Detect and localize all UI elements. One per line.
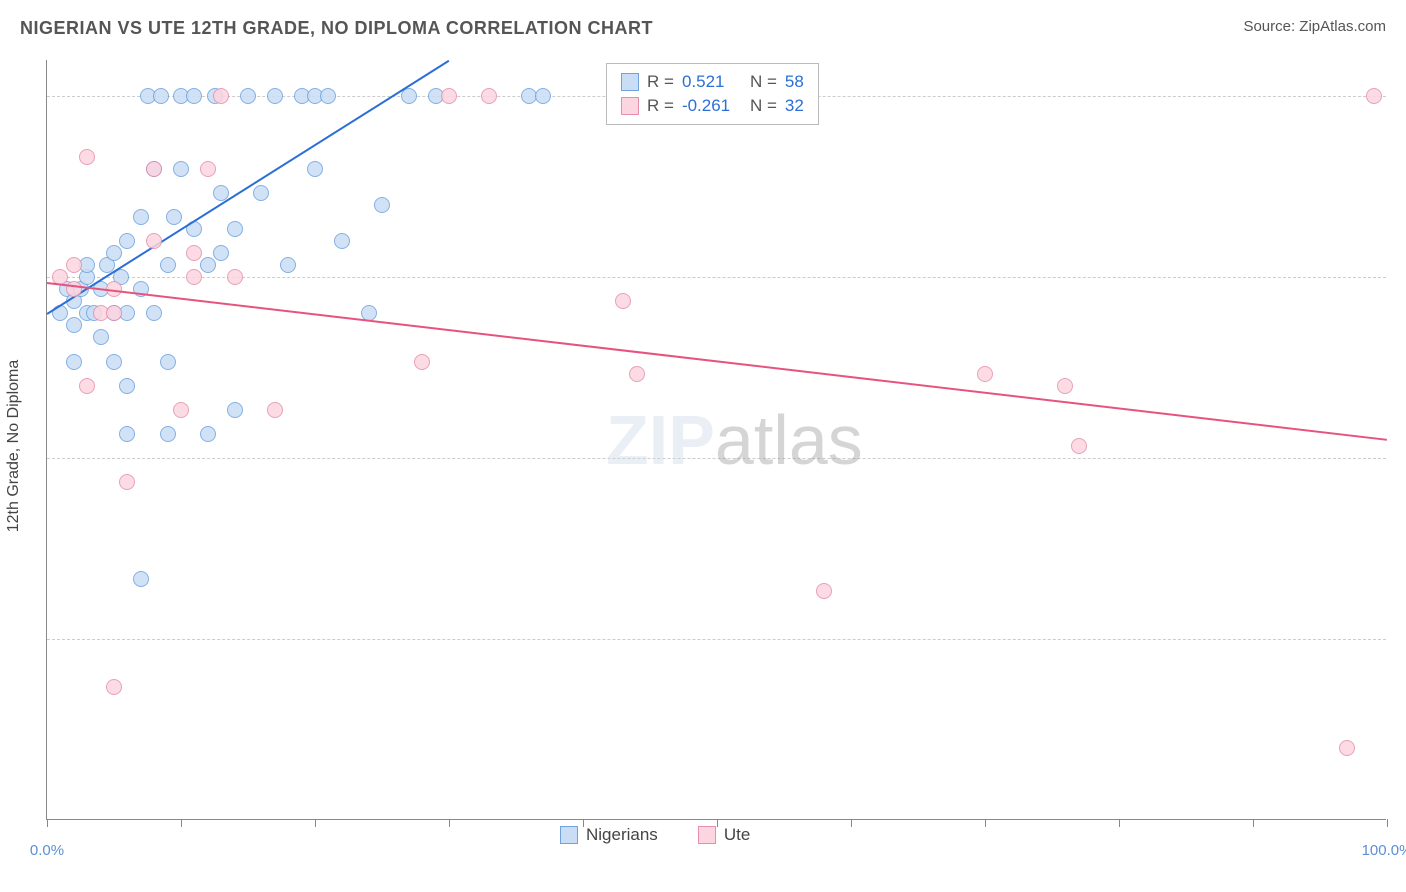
data-point (535, 88, 551, 104)
r-value: 0.521 (682, 72, 742, 92)
data-point (816, 583, 832, 599)
series-legend: Nigerians Ute (560, 825, 750, 845)
n-label: N = (750, 96, 777, 116)
data-point (106, 354, 122, 370)
legend-swatch (560, 826, 578, 844)
data-point (200, 426, 216, 442)
legend-swatch (621, 97, 639, 115)
data-point (106, 679, 122, 695)
data-point (106, 245, 122, 261)
x-tick (1387, 819, 1388, 827)
gridline (47, 458, 1386, 459)
series-name: Nigerians (586, 825, 658, 845)
data-point (119, 378, 135, 394)
data-point (1071, 438, 1087, 454)
data-point (629, 366, 645, 382)
data-point (253, 185, 269, 201)
data-point (146, 233, 162, 249)
data-point (481, 88, 497, 104)
data-point (213, 245, 229, 261)
data-point (153, 88, 169, 104)
gridline (47, 277, 1386, 278)
y-axis-label: 12th Grade, No Diploma (5, 360, 23, 533)
legend-row: R = -0.261 N = 32 (621, 94, 804, 118)
data-point (166, 209, 182, 225)
legend-row: R = 0.521 N = 58 (621, 70, 804, 94)
data-point (267, 88, 283, 104)
legend-swatch (698, 826, 716, 844)
data-point (334, 233, 350, 249)
x-tick (1119, 819, 1120, 827)
legend-item: Ute (698, 825, 750, 845)
data-point (240, 88, 256, 104)
data-point (66, 317, 82, 333)
data-point (200, 161, 216, 177)
data-point (1339, 740, 1355, 756)
data-point (93, 329, 109, 345)
n-value: 32 (785, 96, 804, 116)
data-point (186, 269, 202, 285)
data-point (146, 161, 162, 177)
x-tick (47, 819, 48, 827)
data-point (66, 354, 82, 370)
data-point (119, 233, 135, 249)
chart-title: NIGERIAN VS UTE 12TH GRADE, NO DIPLOMA C… (20, 18, 653, 39)
scatter-plot: 77.5%85.0%92.5%100.0%0.0%100.0% (46, 60, 1386, 820)
trend-line (47, 282, 1387, 441)
data-point (173, 161, 189, 177)
x-tick (985, 819, 986, 827)
legend-swatch (621, 73, 639, 91)
legend-item: Nigerians (560, 825, 658, 845)
data-point (227, 221, 243, 237)
data-point (133, 571, 149, 587)
n-value: 58 (785, 72, 804, 92)
data-point (66, 257, 82, 273)
data-point (200, 257, 216, 273)
series-name: Ute (724, 825, 750, 845)
data-point (79, 149, 95, 165)
data-point (173, 402, 189, 418)
data-point (160, 257, 176, 273)
x-tick-label: 100.0% (1362, 842, 1406, 859)
data-point (106, 305, 122, 321)
data-point (441, 88, 457, 104)
r-label: R = (647, 72, 674, 92)
data-point (227, 402, 243, 418)
data-point (977, 366, 993, 382)
gridline (47, 639, 1386, 640)
data-point (1057, 378, 1073, 394)
data-point (414, 354, 430, 370)
data-point (133, 209, 149, 225)
data-point (119, 426, 135, 442)
data-point (307, 161, 323, 177)
data-point (160, 354, 176, 370)
x-tick-label: 0.0% (30, 842, 64, 859)
data-point (227, 269, 243, 285)
data-point (374, 197, 390, 213)
r-value: -0.261 (682, 96, 742, 116)
data-point (186, 88, 202, 104)
data-point (146, 305, 162, 321)
r-label: R = (647, 96, 674, 116)
source-label: Source: ZipAtlas.com (1243, 18, 1386, 39)
x-tick (315, 819, 316, 827)
correlation-legend: R = 0.521 N = 58 R = -0.261 N = 32 (606, 63, 819, 125)
data-point (280, 257, 296, 273)
data-point (213, 88, 229, 104)
n-label: N = (750, 72, 777, 92)
x-tick (851, 819, 852, 827)
data-point (1366, 88, 1382, 104)
data-point (119, 474, 135, 490)
data-point (615, 293, 631, 309)
x-tick (449, 819, 450, 827)
data-point (186, 245, 202, 261)
data-point (160, 426, 176, 442)
x-tick (1253, 819, 1254, 827)
data-point (320, 88, 336, 104)
data-point (79, 378, 95, 394)
data-point (267, 402, 283, 418)
x-tick (181, 819, 182, 827)
